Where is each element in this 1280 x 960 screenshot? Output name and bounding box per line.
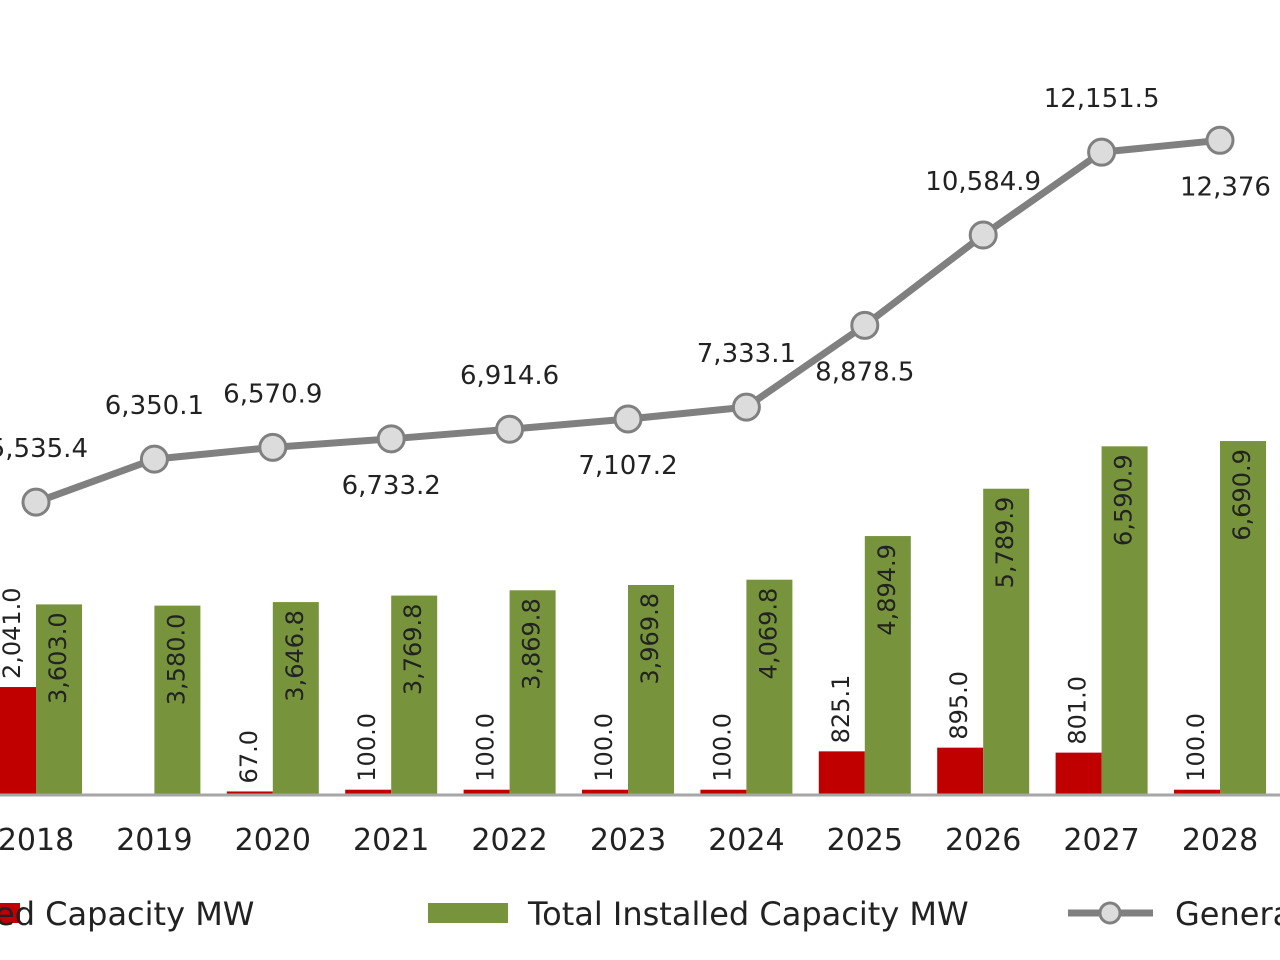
bar (864, 536, 911, 795)
x-tick-label: 2018 (0, 823, 74, 858)
bar (937, 747, 984, 795)
data-label: 67.0 (235, 730, 263, 783)
bar (272, 602, 319, 795)
bar (700, 789, 747, 795)
bar (0, 687, 36, 795)
bar (154, 605, 201, 795)
line-marker (850, 310, 880, 340)
line-marker (139, 444, 169, 474)
data-label: 100.0 (708, 713, 736, 782)
bar (509, 590, 556, 795)
line-marker (1205, 125, 1235, 155)
legend-swatch (1098, 901, 1122, 925)
line-marker (258, 432, 288, 462)
line-marker (376, 424, 406, 454)
data-label: 895.0 (945, 671, 973, 740)
data-label: 3,603.0 (44, 612, 72, 704)
bar (391, 595, 438, 795)
line (34, 136, 1221, 506)
bar (983, 488, 1030, 795)
x-tick-label: 2027 (1063, 823, 1139, 858)
x-tick-label: 2024 (708, 823, 784, 858)
data-label: 3,646.8 (281, 610, 309, 702)
data-label: 7,107.2 (578, 451, 677, 481)
data-label: 7,333.1 (697, 339, 796, 369)
bar (582, 789, 628, 795)
line-marker (495, 414, 525, 444)
bar (1101, 446, 1148, 795)
data-label: 3,580.0 (162, 614, 190, 706)
bar (1055, 752, 1102, 795)
x-tick-label: 2025 (827, 823, 903, 858)
data-label: 4,894.9 (873, 544, 901, 636)
data-label: 801.0 (1064, 676, 1092, 745)
data-label: 12,151.5 (1044, 84, 1160, 114)
x-tick-label: 2019 (116, 823, 192, 858)
bar (226, 791, 273, 795)
data-label: 6,733.2 (342, 471, 441, 501)
bar (1220, 441, 1266, 795)
data-label: 6,690.9 (1228, 449, 1256, 541)
data-label: 4,069.8 (754, 588, 782, 680)
bar (36, 604, 82, 795)
line-marker (1087, 137, 1117, 167)
data-label: 6,590.9 (1110, 454, 1138, 546)
legend-label: ed Capacity MW (0, 895, 254, 933)
data-label: 2,041.0 (0, 587, 26, 679)
bar (345, 789, 392, 795)
data-label: 100.0 (472, 713, 500, 782)
data-label: 6,914.6 (460, 361, 559, 391)
legend-swatch (428, 903, 508, 923)
data-label: 10,584.9 (925, 167, 1041, 197)
data-label: 6,570.9 (223, 379, 322, 409)
bar (818, 751, 865, 795)
data-label: 3,869.8 (518, 598, 546, 690)
bar (746, 579, 793, 795)
data-label: 100.0 (590, 713, 618, 782)
x-tick-label: 2023 (590, 823, 666, 858)
legend-label: Genera (1175, 895, 1280, 933)
line-marker (613, 404, 643, 434)
line-marker (968, 220, 998, 250)
data-label: 8,878.5 (815, 357, 914, 387)
data-label: 825.1 (827, 675, 855, 744)
data-label: 5,789.9 (991, 497, 1019, 589)
data-label: 100.0 (1182, 713, 1210, 782)
data-label: 6,350.1 (105, 391, 204, 421)
x-tick-label: 2020 (235, 823, 311, 858)
legend-label: Total Installed Capacity MW (527, 895, 969, 933)
data-label: 3,769.8 (399, 604, 427, 696)
data-label: 12,376 (1180, 172, 1271, 202)
x-tick-label: 2022 (471, 823, 547, 858)
bar (628, 584, 674, 795)
data-label: 3,969.8 (636, 593, 664, 685)
bar (1174, 789, 1220, 795)
x-tick-label: 2028 (1182, 823, 1258, 858)
bar (463, 789, 510, 795)
legend-swatch (0, 903, 20, 923)
line-marker (731, 392, 761, 422)
data-label: 100.0 (353, 713, 381, 782)
x-tick-label: 2021 (353, 823, 429, 858)
data-label: 5,535.4 (0, 434, 88, 464)
x-tick-label: 2026 (945, 823, 1021, 858)
line-marker (21, 487, 51, 517)
